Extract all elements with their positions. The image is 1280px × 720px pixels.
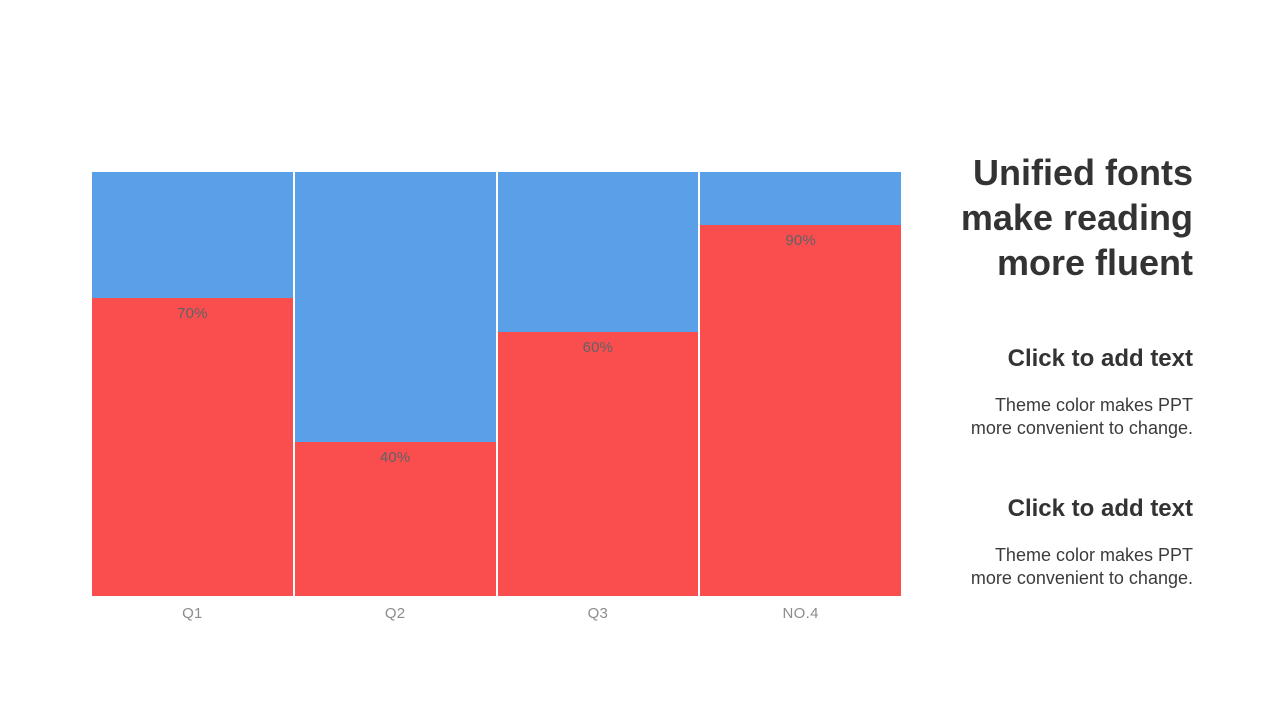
bar-value-label: 60%: [582, 338, 614, 356]
section-heading: Click to add text: [1007, 345, 1193, 372]
right-panel: Unified fonts make reading more fluent C…: [928, 0, 1193, 720]
bar-segment-bottom: 60%: [497, 331, 699, 596]
bar-segment-bottom: 70%: [92, 297, 293, 596]
slide-title-line: more fluent: [996, 242, 1193, 283]
category-label: Q1: [182, 605, 203, 622]
section-body: Theme color makes PPT more convenient to…: [928, 394, 1193, 440]
slide-title: Unified fonts make reading more fluent: [928, 150, 1193, 285]
category-label: Q2: [384, 605, 406, 622]
slide-title-line: Unified fonts: [973, 152, 1193, 193]
section-body: Theme color makes PPT more convenient to…: [928, 544, 1193, 590]
bar-segment-bottom: 90%: [700, 225, 901, 596]
category-label: NO.4: [782, 605, 819, 622]
bar-segment-top: [497, 172, 699, 332]
bar-column-q1: 70%: [92, 172, 293, 596]
section-body-line: Theme color makes PPT: [994, 395, 1193, 415]
bar-segment-top: [294, 172, 496, 443]
section-body-line: Theme color makes PPT: [994, 545, 1193, 565]
chart-bars: 70% 40% 60% 90%: [92, 172, 901, 596]
bar-segment-top: [92, 172, 293, 298]
section-body-line: more convenient to change.: [970, 568, 1193, 588]
section-body-line: more convenient to change.: [970, 418, 1193, 438]
bar-column-q3: 60%: [497, 172, 699, 596]
bar-column-no-4: 90%: [700, 172, 901, 596]
section-heading: Click to add text: [1007, 495, 1193, 522]
bar-value-label: 70%: [177, 304, 208, 322]
text-section-1: Click to add text Theme color makes PPT …: [928, 344, 1193, 440]
text-section-2: Click to add text Theme color makes PPT …: [928, 494, 1193, 590]
bar-value-label: 40%: [379, 449, 411, 467]
bar-segment-top: [700, 172, 901, 226]
bar-column-q2: 40%: [294, 172, 496, 596]
chart-category-labels: Q1 Q2 Q3 NO.4: [92, 605, 901, 622]
slide-title-line: make reading: [960, 197, 1193, 238]
category-label: Q3: [587, 605, 609, 622]
bar-segment-bottom: 40%: [294, 442, 496, 596]
bar-value-label: 90%: [785, 232, 816, 250]
